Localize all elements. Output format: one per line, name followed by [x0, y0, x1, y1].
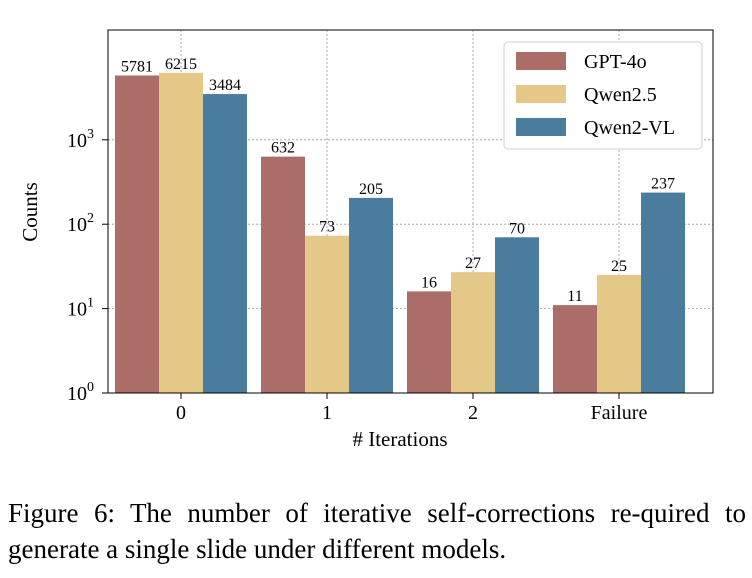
bar-gpt-4o	[553, 305, 597, 393]
data-label: 3484	[209, 77, 241, 94]
data-label: 237	[651, 176, 675, 193]
data-label: 5781	[121, 58, 153, 75]
data-label: 11	[567, 288, 582, 305]
y-tick-label: 101	[67, 296, 94, 321]
legend-swatch	[516, 85, 566, 103]
legend-swatch	[516, 52, 566, 70]
figure-caption: Figure 6: The number of iterative self-c…	[8, 498, 746, 564]
x-tick-label: 1	[322, 402, 332, 424]
bar-qwen2-5	[451, 272, 495, 393]
data-label: 16	[421, 274, 437, 291]
legend-label: Qwen2.5	[584, 84, 657, 106]
bar-qwen2-vl	[349, 197, 393, 393]
legend-label: GPT-4o	[584, 51, 647, 73]
y-tick-label: 103	[67, 127, 94, 152]
bar-qwen2-vl	[495, 237, 539, 393]
y-tick-label: 102	[67, 211, 94, 236]
bar-qwen2-vl	[203, 94, 247, 393]
data-label: 27	[465, 255, 481, 272]
plot-frame	[107, 29, 714, 394]
legend-swatch	[516, 118, 566, 136]
bar-gpt-4o	[115, 75, 159, 393]
x-tick-label: 0	[176, 402, 186, 424]
data-label: 70	[509, 220, 525, 237]
bar-qwen2-5	[597, 275, 641, 393]
bar-qwen2-5	[305, 235, 349, 393]
y-axis-label: Counts	[18, 182, 42, 242]
data-label: 73	[319, 219, 335, 236]
bar-gpt-4o	[261, 156, 305, 393]
y-tick-label: 100	[67, 380, 94, 405]
y-axis-ticks: 100 101 102 103	[67, 127, 108, 405]
data-labels: 5781 6215 3484 632 73 205 16 27 70 11 25 237	[121, 56, 675, 305]
bar-qwen2-5	[159, 72, 203, 393]
data-label: 25	[611, 258, 627, 275]
bar-qwen2-vl	[641, 192, 685, 393]
data-label: 632	[271, 140, 295, 157]
legend: GPT-4o Qwen2.5 Qwen2-VL	[503, 41, 703, 150]
x-tick-label: Failure	[591, 402, 648, 424]
x-axis-ticks: 0 1 2 Failure	[176, 393, 647, 424]
bar-gpt-4o	[407, 291, 451, 393]
legend-label: Qwen2-VL	[584, 117, 675, 139]
x-axis-label: # Iterations	[352, 427, 447, 451]
x-tick-label: 2	[468, 402, 478, 424]
bars	[115, 72, 685, 393]
data-label: 6215	[165, 56, 197, 73]
data-label: 205	[359, 181, 383, 198]
